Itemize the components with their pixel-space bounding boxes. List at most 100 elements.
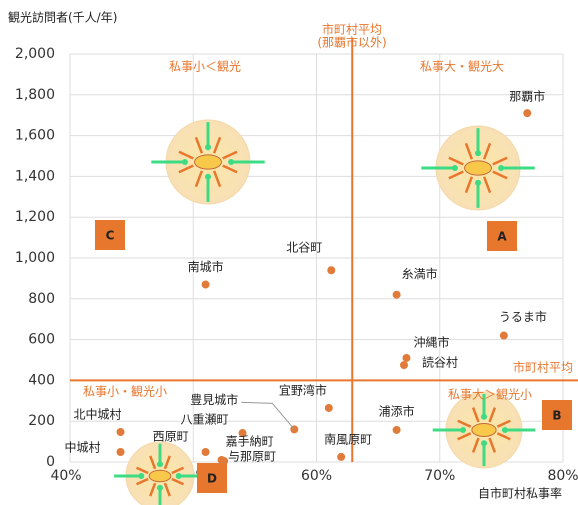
- point-label: 北中城村: [74, 407, 122, 422]
- quadrant-box: [197, 463, 227, 493]
- icon-green-head: [205, 144, 211, 151]
- icon-green-head: [228, 159, 235, 165]
- icon-green-head: [501, 427, 508, 433]
- point: [238, 429, 247, 438]
- point-label: 南城市: [188, 259, 224, 274]
- quadrant-label: 私事大・観光大: [420, 60, 504, 74]
- quadrant-label: 私事大＞観光小: [448, 388, 532, 402]
- point-label: うるま市: [499, 309, 547, 324]
- icon-arrow: [212, 170, 222, 188]
- icon-arrow: [222, 164, 238, 174]
- y-tick-label: 1,600: [15, 128, 55, 144]
- quadrant-icon: [151, 119, 265, 205]
- icon-green-head: [475, 150, 481, 157]
- icon-arrow: [448, 156, 464, 166]
- icon-arrow: [492, 156, 508, 166]
- icon-arrow: [488, 437, 497, 453]
- icon-core: [471, 423, 497, 437]
- y-tick-label: 2,000: [15, 46, 55, 62]
- x-axis-title: 自市町村私事率: [478, 486, 562, 501]
- point: [392, 425, 401, 434]
- point-label: 嘉手納町: [226, 434, 274, 448]
- point-label: 与那原町: [228, 449, 276, 463]
- point: [392, 290, 401, 299]
- icon-arrow: [171, 466, 185, 475]
- point: [116, 428, 125, 437]
- icon-core: [464, 160, 492, 176]
- icon-arrow: [492, 170, 508, 180]
- icon-arrow: [149, 455, 157, 470]
- icon-arrow: [464, 142, 474, 160]
- point-label: 豊見城市: [190, 392, 238, 407]
- quadrant-icon: [432, 391, 536, 469]
- icon-green-head: [481, 440, 487, 447]
- reference-label: (那覇市以外): [317, 35, 386, 50]
- icon-green-head: [157, 461, 163, 468]
- point-label: 糸満市: [402, 266, 438, 281]
- point-label: 北谷町: [286, 241, 322, 255]
- point-label: 西原町: [153, 430, 189, 444]
- icon-green-head: [481, 413, 487, 420]
- reference-label: 市町村平均: [513, 360, 573, 375]
- quadrant-icon: [421, 125, 535, 211]
- point: [499, 331, 508, 340]
- x-tick-label: 80%: [547, 468, 578, 484]
- point-label: 南風原町: [324, 431, 372, 446]
- icon-arrow: [178, 164, 194, 174]
- point-label: 宜野湾市: [279, 382, 327, 397]
- icon-arrow: [163, 482, 171, 497]
- icon-arrow: [163, 455, 171, 470]
- quadrant-letter: C: [106, 229, 115, 243]
- quadrant-icon: [114, 441, 206, 505]
- quadrant-label: 私事小・観光小: [83, 385, 167, 399]
- icon-core: [194, 154, 222, 170]
- icon-arrow: [448, 170, 464, 180]
- point: [220, 456, 229, 465]
- icon-green-head: [498, 165, 505, 171]
- quadrant-box: [542, 400, 572, 430]
- icon-green-head: [175, 473, 182, 479]
- point: [402, 353, 411, 362]
- y-tick-label: 400: [28, 372, 55, 388]
- quadrant-letter: D: [207, 472, 217, 486]
- point-label: 那覇市: [509, 89, 545, 104]
- icon-arrow: [496, 419, 511, 428]
- point: [324, 403, 333, 412]
- icon-arrow: [464, 176, 474, 194]
- icon-green-head: [451, 165, 458, 171]
- quadrant-letter: B: [552, 409, 561, 423]
- icon-arrow: [178, 150, 194, 160]
- icon-green-head: [475, 179, 481, 186]
- point-label: 読谷村: [422, 355, 458, 370]
- point: [400, 361, 409, 370]
- icon-green-head: [205, 173, 211, 180]
- leader-line: [241, 401, 295, 430]
- icon-arrow: [471, 407, 480, 423]
- icon-arrow: [171, 477, 185, 486]
- icon-arrow: [482, 142, 492, 160]
- point: [201, 280, 210, 289]
- icon-green-head: [460, 427, 467, 433]
- icon-arrow: [149, 482, 157, 497]
- icon-arrow: [496, 432, 511, 441]
- reference-label: 市町村平均: [322, 22, 382, 37]
- y-tick-label: 800: [28, 291, 55, 307]
- icon-green-head: [181, 159, 188, 165]
- icon-green-head: [138, 473, 145, 479]
- point-label: 沖縄市: [413, 334, 449, 349]
- icon-arrow: [194, 170, 204, 188]
- point-label: 中城村: [65, 440, 101, 455]
- quadrant-box: [487, 221, 517, 251]
- icon-arrow: [135, 477, 149, 486]
- point: [337, 452, 346, 461]
- point-label: 浦添市: [379, 403, 415, 418]
- point: [327, 266, 336, 275]
- y-tick-label: 0: [46, 454, 55, 470]
- point: [201, 448, 210, 457]
- y-tick-label: 1,000: [15, 250, 55, 266]
- icon-green-head: [157, 484, 163, 491]
- y-tick-label: 1,200: [15, 209, 55, 225]
- quadrant-letter: A: [497, 230, 507, 244]
- icon-arrow: [482, 176, 492, 194]
